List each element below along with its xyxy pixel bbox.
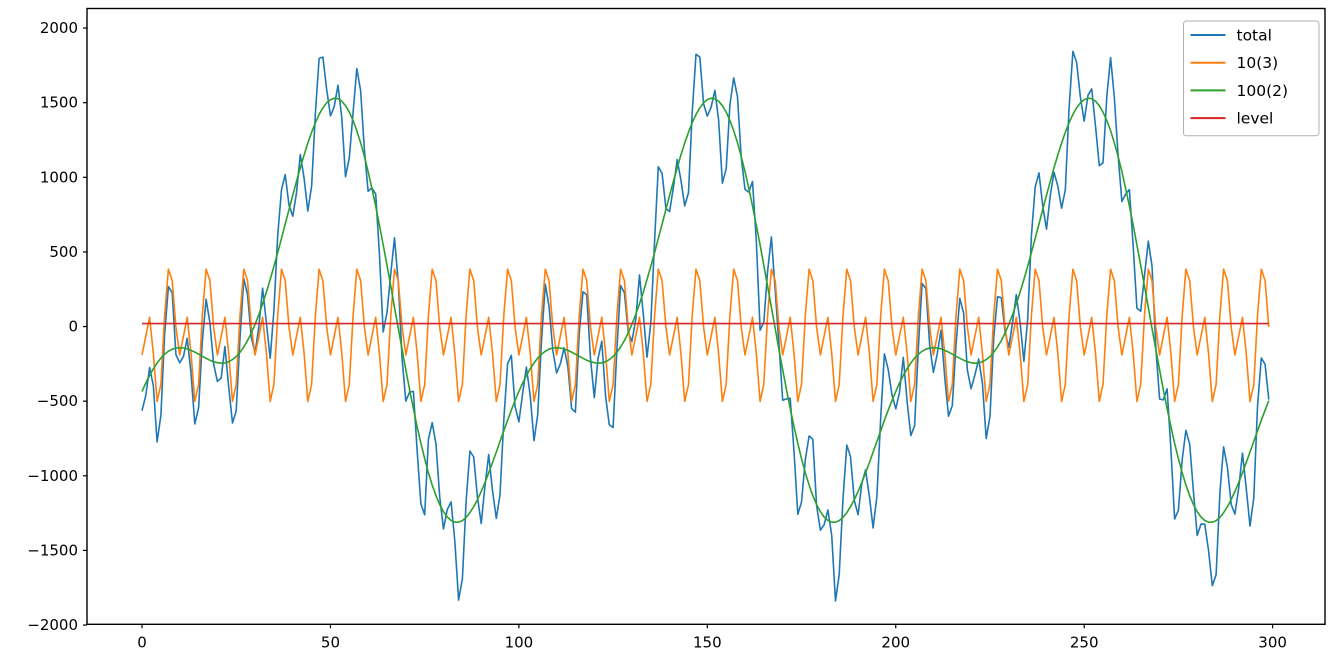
legend-item-total: total	[1190, 27, 1272, 45]
x-axis: 0 50 100 150 200 250 300	[137, 624, 1287, 651]
y-tick-label: −2000	[27, 616, 78, 634]
x-tick-label: 100	[505, 633, 534, 651]
y-tick-label: 1000	[40, 168, 78, 186]
x-tick-label: 50	[321, 633, 340, 651]
legend-box	[1183, 20, 1320, 137]
x-tick-label: 0	[137, 633, 147, 651]
x-tick-label: 200	[881, 633, 910, 651]
legend-label: 100(2)	[1237, 82, 1289, 100]
y-tick-label: 2000	[40, 19, 78, 37]
y-tick-label: −500	[37, 392, 78, 410]
x-tick-label: 250	[1070, 633, 1099, 651]
legend-label: 10(3)	[1237, 54, 1279, 72]
y-tick-label: 0	[68, 318, 78, 336]
x-tick-label: 150	[693, 633, 722, 651]
series-line-10-3	[141, 268, 1270, 403]
legend-item-10-3-: 10(3)	[1190, 54, 1279, 72]
legend: total 10(3) 100(2) level	[1183, 20, 1320, 137]
y-tick-label: −1500	[27, 541, 78, 559]
legend-label: level	[1237, 110, 1274, 128]
plot-frame	[86, 7, 1326, 625]
series-lines	[141, 50, 1270, 602]
series-line-100-2	[141, 97, 1270, 523]
y-tick-label: 1500	[40, 94, 78, 112]
legend-item-level: level	[1190, 110, 1274, 128]
y-tick-label: 500	[49, 243, 78, 261]
legend-label: total	[1237, 27, 1272, 45]
y-axis: −2000 −1500 −1000 −500 0 500 1000 1500 2000	[27, 19, 87, 634]
legend-item-100-2-: 100(2)	[1190, 82, 1289, 100]
y-tick-label: −1000	[27, 467, 78, 485]
x-tick-label: 300	[1258, 633, 1287, 651]
